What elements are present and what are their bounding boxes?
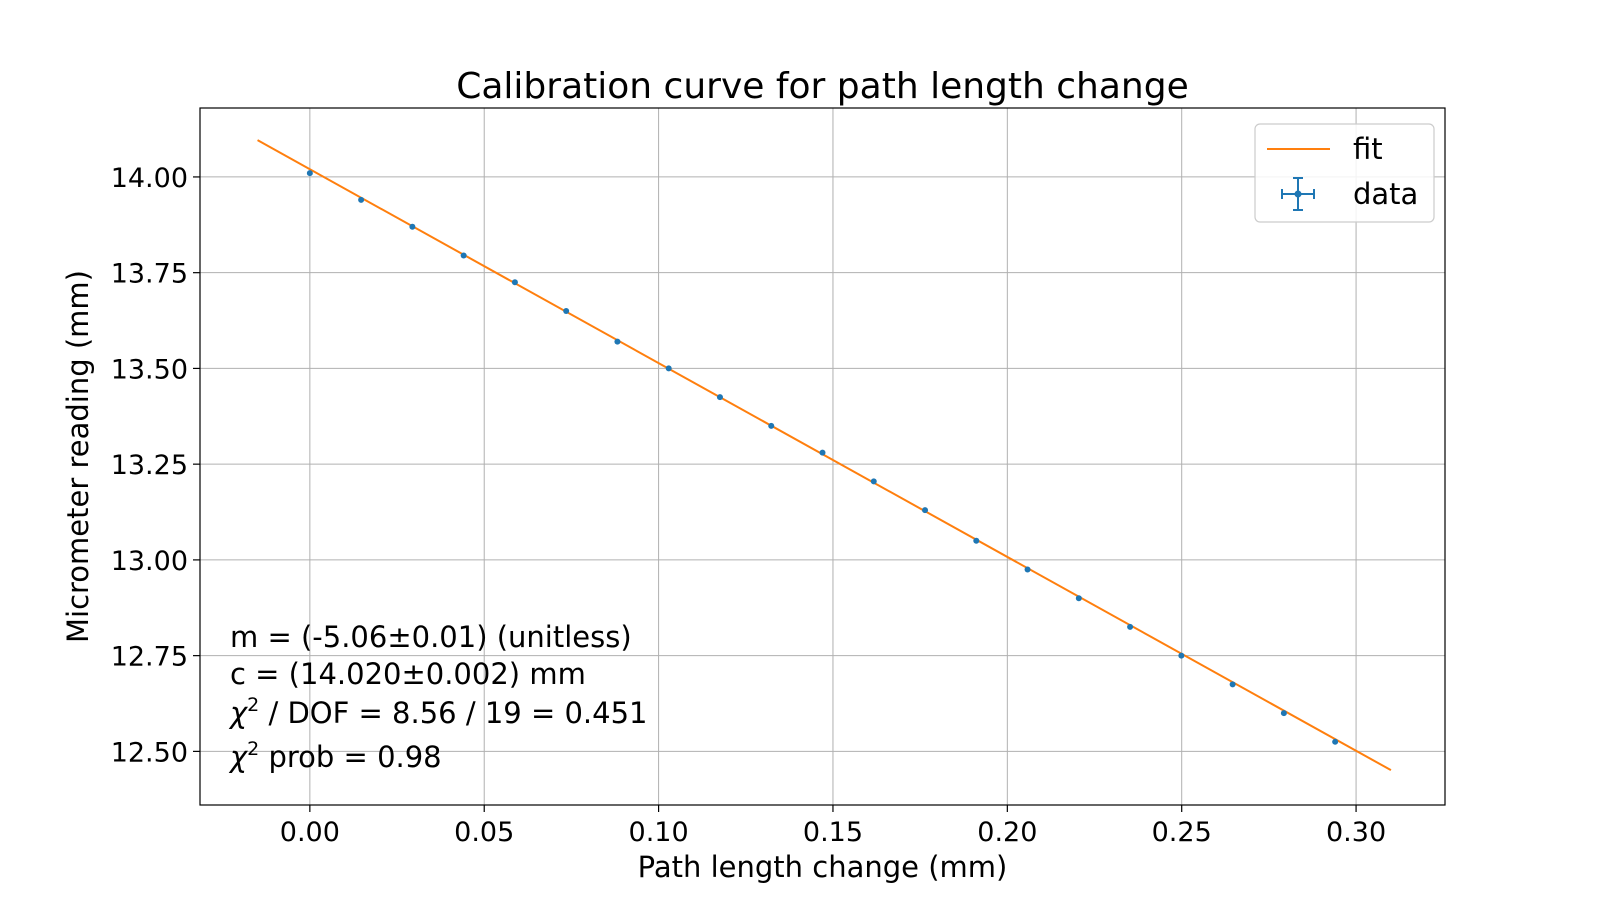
fit-annotation-line: χ2 / DOF = 8.56 / 19 = 0.451 bbox=[228, 694, 647, 730]
y-tick-label: 14.00 bbox=[111, 163, 188, 194]
y-tick-label: 13.00 bbox=[111, 546, 188, 577]
chart-title: Calibration curve for path length change bbox=[456, 66, 1189, 107]
data-point bbox=[665, 365, 672, 372]
x-tick-label: 0.10 bbox=[629, 817, 689, 848]
data-point bbox=[768, 422, 775, 429]
grid bbox=[200, 108, 1445, 805]
data-point bbox=[1229, 681, 1236, 688]
legend: fit data bbox=[1254, 123, 1435, 223]
fit-annotation-line: m = (-5.06±0.01) (unitless) bbox=[230, 620, 632, 654]
x-tick-label: 0.00 bbox=[280, 817, 340, 848]
data-point bbox=[973, 537, 980, 544]
data-point bbox=[460, 252, 467, 259]
data-point bbox=[1332, 738, 1339, 745]
data-point bbox=[1075, 595, 1082, 602]
legend-data-label: data bbox=[1353, 177, 1418, 211]
y-tick-label: 12.75 bbox=[111, 642, 188, 673]
data-point bbox=[870, 478, 877, 485]
y-tick-label: 13.25 bbox=[111, 450, 188, 481]
data-point bbox=[1178, 652, 1185, 659]
fit-annotation-line: χ2 prob = 0.98 bbox=[228, 738, 442, 774]
x-axis-label: Path length change (mm) bbox=[638, 850, 1008, 884]
x-tick-label: 0.30 bbox=[1326, 817, 1386, 848]
y-axis-ticks: 12.50 12.75 13.00 13.25 13.50 13.75 14.00 bbox=[111, 163, 200, 768]
data-point bbox=[922, 507, 929, 514]
data-series bbox=[306, 170, 1339, 745]
legend-fit-label: fit bbox=[1353, 132, 1383, 166]
y-tick-label: 13.50 bbox=[111, 354, 188, 385]
x-axis-ticks: 0.00 0.05 0.10 0.15 0.20 0.25 0.30 bbox=[280, 805, 1386, 848]
data-point bbox=[716, 394, 723, 401]
x-tick-label: 0.15 bbox=[803, 817, 863, 848]
data-point bbox=[1127, 623, 1134, 630]
data-point bbox=[614, 338, 621, 345]
data-point bbox=[511, 279, 518, 286]
data-point bbox=[819, 449, 826, 456]
data-point bbox=[1280, 710, 1287, 717]
data-point bbox=[1024, 566, 1031, 573]
y-axis-label: Micrometer reading (mm) bbox=[61, 270, 95, 643]
data-point bbox=[358, 196, 365, 203]
data-point bbox=[563, 307, 570, 314]
x-tick-label: 0.25 bbox=[1152, 817, 1212, 848]
fit-line bbox=[257, 139, 1392, 772]
fit-annotations: m = (-5.06±0.01) (unitless)c = (14.020±0… bbox=[228, 620, 647, 774]
x-tick-label: 0.20 bbox=[977, 817, 1037, 848]
y-tick-label: 13.75 bbox=[111, 259, 188, 290]
plot-frame bbox=[199, 107, 1446, 806]
data-point bbox=[409, 223, 416, 230]
x-tick-label: 0.05 bbox=[454, 817, 514, 848]
data-point bbox=[306, 170, 313, 177]
legend-data-swatch bbox=[1281, 177, 1315, 211]
fit-series bbox=[257, 139, 1392, 772]
fit-annotation-line: c = (14.020±0.002) mm bbox=[230, 657, 586, 691]
y-tick-label: 12.50 bbox=[111, 737, 188, 768]
legend-data-marker bbox=[1294, 190, 1302, 198]
